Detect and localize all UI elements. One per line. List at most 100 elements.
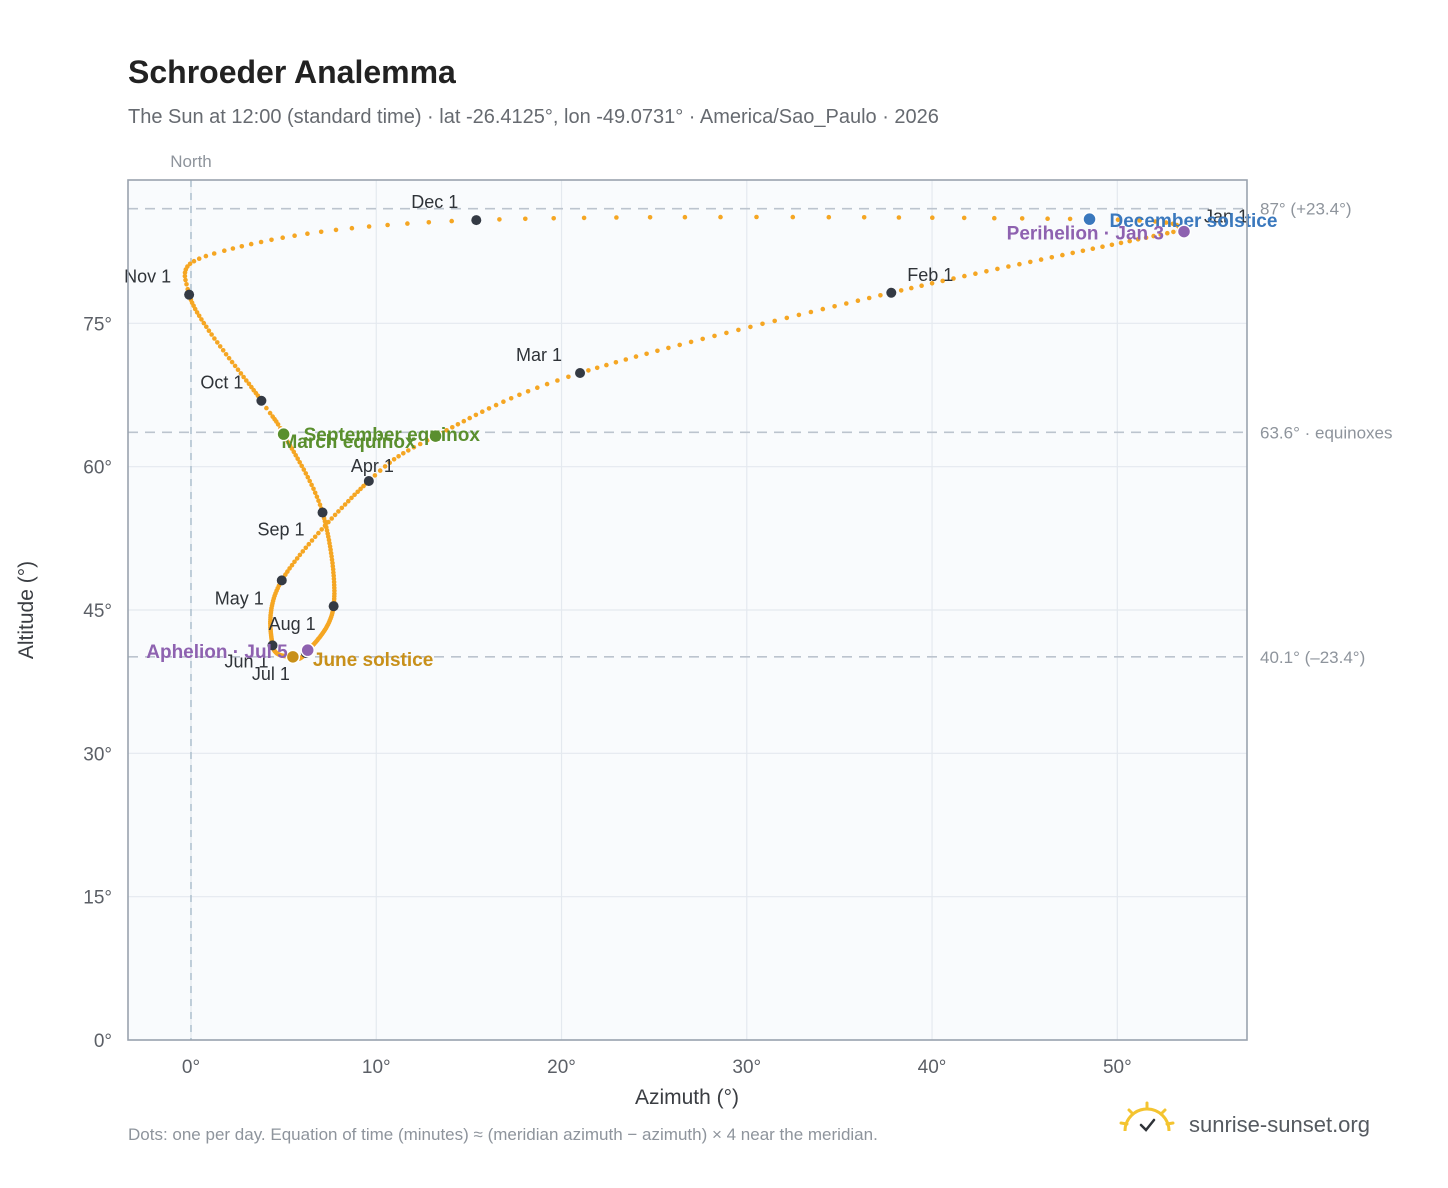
daily-dot	[633, 354, 639, 359]
daily-dot	[736, 327, 741, 333]
daily-dot	[194, 310, 200, 315]
daily-dot	[898, 288, 904, 293]
daily-dot	[297, 552, 303, 558]
event-label: September equinox	[304, 425, 481, 446]
month-marker	[886, 287, 897, 298]
daily-dot	[232, 363, 238, 369]
daily-dot	[292, 233, 297, 238]
daily-dot	[267, 410, 273, 416]
daily-dot	[808, 309, 814, 315]
chart-title: Schroeder Analemma	[128, 54, 456, 90]
daily-dot	[450, 425, 455, 430]
daily-dot	[614, 215, 619, 220]
chart-subtitle: The Sun at 12:00 (standard time) · lat -…	[128, 106, 939, 128]
daily-dot	[391, 457, 397, 462]
month-label: Mar 1	[516, 345, 562, 365]
daily-dot	[289, 562, 295, 568]
daily-dot	[211, 251, 217, 256]
daily-dot	[203, 253, 209, 259]
daily-dot	[497, 217, 502, 222]
month-marker	[256, 395, 267, 406]
y-tick-label: 30°	[83, 744, 112, 765]
daily-dot	[1109, 242, 1115, 248]
daily-dot	[269, 237, 274, 243]
daily-dot	[525, 389, 531, 394]
daily-dot	[930, 215, 935, 220]
daily-dot	[712, 333, 717, 339]
daily-dot	[396, 454, 401, 459]
daily-dot	[555, 378, 560, 383]
daily-dot	[581, 215, 587, 221]
reference-line-label: 63.6° · equinoxes	[1260, 423, 1393, 442]
x-tick-label: 0°	[182, 1057, 200, 1078]
daily-dot	[312, 490, 318, 496]
daily-dot	[305, 231, 310, 236]
daily-dot	[199, 317, 204, 322]
daily-dot	[844, 301, 849, 306]
daily-dot	[426, 220, 432, 225]
daily-dot	[229, 359, 235, 365]
daily-dot	[1019, 216, 1025, 221]
daily-dot	[303, 545, 309, 551]
daily-dot	[517, 392, 522, 398]
daily-dot	[182, 273, 188, 279]
event-label: December solstice	[1110, 211, 1278, 232]
daily-dot	[832, 304, 837, 309]
daily-dot	[594, 365, 600, 371]
daily-dot	[301, 467, 307, 472]
daily-dot	[992, 215, 997, 221]
daily-dot	[293, 453, 299, 458]
daily-dot	[196, 256, 202, 262]
daily-dot	[748, 324, 753, 330]
daily-dot	[294, 556, 300, 561]
daily-dot	[317, 502, 323, 508]
daily-dot	[449, 218, 455, 224]
daily-dot	[355, 489, 361, 495]
daily-dot	[644, 351, 649, 357]
daily-dot	[238, 371, 244, 376]
daily-dot	[312, 534, 318, 540]
month-label: Jul 1	[252, 664, 290, 684]
daily-dot	[754, 214, 759, 220]
daily-dot	[191, 258, 197, 264]
daily-dot	[305, 474, 311, 480]
daily-dot	[951, 276, 956, 281]
daily-dot	[372, 473, 378, 478]
daily-dot	[1170, 221, 1176, 227]
reference-line-label: 40.1° (–23.4°)	[1260, 648, 1365, 667]
event-marker	[300, 642, 315, 658]
daily-dot	[300, 549, 306, 554]
daily-dot	[382, 464, 388, 469]
daily-dot	[248, 241, 254, 247]
daily-dot	[551, 216, 556, 221]
daily-dot	[790, 214, 796, 220]
month-label: Feb 1	[907, 265, 953, 285]
daily-dot	[677, 342, 682, 348]
daily-dot	[342, 502, 348, 507]
x-axis-label: Azimuth (°)	[635, 1086, 739, 1109]
daily-dot	[385, 222, 390, 228]
daily-dot	[329, 516, 335, 521]
y-tick-label: 45°	[83, 601, 112, 622]
daily-dot	[270, 414, 276, 419]
daily-dot	[1158, 232, 1163, 237]
daily-dot	[319, 527, 325, 532]
daily-dot	[183, 277, 188, 283]
daily-dot	[187, 261, 193, 267]
daily-dot	[258, 239, 264, 245]
daily-dot	[480, 409, 485, 415]
daily-dot	[718, 214, 723, 220]
daily-dot	[1045, 216, 1050, 221]
y-tick-label: 60°	[83, 458, 112, 479]
daily-dot	[222, 248, 227, 253]
daily-dot	[1115, 217, 1121, 222]
daily-dot	[405, 221, 410, 226]
daily-dot	[249, 384, 254, 390]
daily-dot	[878, 293, 883, 298]
daily-dot	[307, 478, 313, 484]
daily-dot	[508, 396, 514, 401]
daily-dot	[544, 381, 550, 387]
daily-dot	[861, 215, 867, 220]
x-tick-label: 30°	[732, 1057, 761, 1078]
